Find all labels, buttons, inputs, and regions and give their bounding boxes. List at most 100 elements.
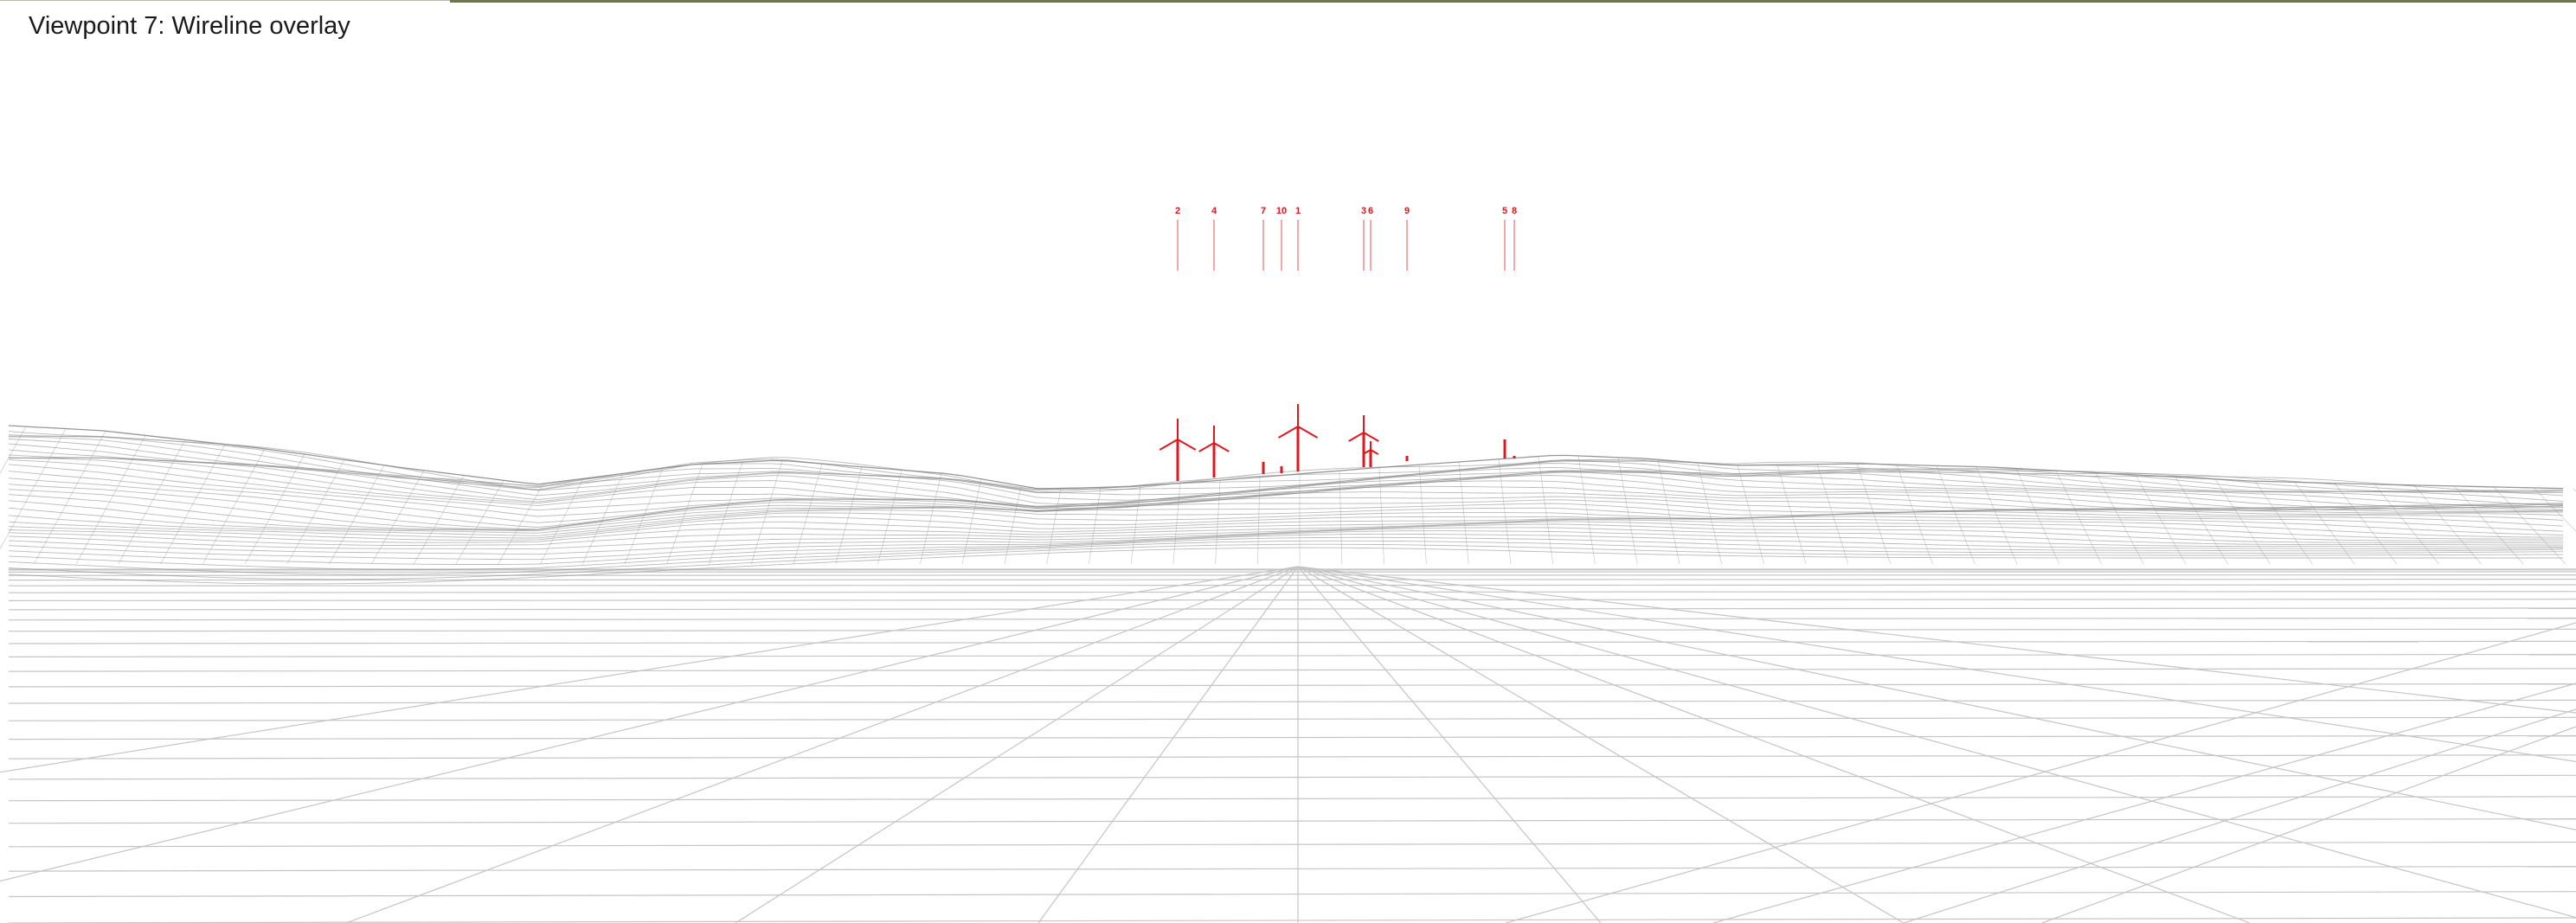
ground-grid-ray — [1297, 566, 2576, 762]
turbine-blade — [1177, 439, 1197, 451]
ground-grid-line — [8, 891, 2576, 898]
ground-grid-ray — [1297, 566, 2576, 714]
terrain-contour — [8, 533, 2564, 565]
terrain-mesh-line — [1498, 458, 1512, 565]
turbine-blade — [1370, 449, 1379, 455]
ground-grid-line — [8, 734, 2576, 740]
turbine-8: 8 — [1512, 206, 1517, 458]
terrain-contour — [8, 435, 2564, 492]
turbine-5: 5 — [1502, 206, 1507, 458]
turbine-9: 9 — [1404, 206, 1410, 461]
terrain-mesh-line — [2015, 468, 2060, 565]
photo-edge-strip — [450, 0, 2576, 3]
terrain-mesh-line — [835, 466, 863, 565]
terrain-mesh-line — [2175, 477, 2229, 565]
terrain-mesh-line — [540, 478, 584, 565]
terrain-contour — [8, 507, 2564, 534]
terrain-contour — [8, 459, 2564, 511]
terrain-contour — [8, 464, 2564, 517]
terrain-mesh-line — [75, 435, 146, 565]
ground-grid-line — [8, 668, 2576, 672]
turbine-blade — [1213, 442, 1230, 452]
terrain-mesh-line — [498, 483, 544, 565]
ground-grid-diagonal — [1712, 683, 2576, 923]
ground-grid-line — [8, 653, 2576, 658]
ground-grid-line — [8, 617, 2576, 621]
terrain-contour — [8, 443, 2564, 502]
ground-grid-ray — [1297, 566, 2576, 919]
turbine-label: 1 — [1295, 206, 1301, 216]
ground-grid-line — [8, 574, 2576, 576]
ground-grid-line — [8, 817, 2576, 824]
terrain-contour — [8, 454, 2564, 508]
terrain-mesh-line — [286, 459, 345, 565]
terrain-contour — [8, 500, 2564, 532]
terrain-mesh-line — [1657, 459, 1680, 565]
terrain-mesh-line — [2294, 482, 2355, 565]
turbine-3: 3 — [1348, 206, 1379, 467]
terrain-mesh-line — [750, 460, 783, 565]
ground-grid-ray — [735, 566, 1299, 923]
ground-grid-diagonal — [1903, 708, 2576, 923]
terrain-mesh-line — [1458, 461, 1469, 565]
terrain-mesh-line — [1215, 480, 1221, 565]
turbine-10: 10 — [1276, 206, 1287, 473]
terrain-contour — [8, 425, 2564, 490]
terrain-mesh-line — [2334, 483, 2398, 565]
turbine-1: 1 — [1277, 206, 1319, 471]
terrain-mesh-line — [709, 461, 743, 565]
turbine-label: 7 — [1261, 206, 1266, 216]
ground-grid-line — [8, 584, 2576, 586]
terrain-mesh-line — [0, 428, 67, 550]
terrain-mesh-line — [413, 475, 465, 565]
terrain-mesh-line — [33, 431, 106, 565]
turbine-label: 4 — [1211, 206, 1217, 216]
ground-grid-line — [8, 683, 2576, 688]
terrain-contour — [8, 478, 2564, 528]
terrain-contour — [8, 494, 2564, 530]
turbine-label: 3 — [1361, 206, 1366, 216]
terrain-mesh-line — [1130, 485, 1141, 565]
terrain-mesh-line — [244, 453, 305, 565]
ground-grid-ray — [1297, 566, 1905, 923]
ground-grid-ray — [1297, 566, 2576, 830]
ground-grid-ray — [345, 566, 1299, 923]
terrain-contour — [8, 536, 2564, 570]
terrain-contour — [8, 436, 2564, 492]
terrain-contour — [8, 521, 2564, 546]
terrain-mesh-line — [2374, 484, 2439, 565]
ground-grid-line — [8, 716, 2576, 721]
terrain-contour — [8, 527, 2563, 555]
terrain-mesh-line — [2214, 478, 2271, 565]
ground-grid-line — [8, 865, 2576, 872]
turbine-blade — [1363, 432, 1379, 442]
terrain-mesh-line — [666, 464, 703, 565]
terrain-mesh-line — [1538, 456, 1554, 565]
terrain-mesh-line — [1856, 463, 1892, 565]
terrain-mesh-line — [0, 426, 27, 474]
ground-grid-line — [8, 607, 2576, 611]
terrain-mesh-line — [1697, 462, 1723, 565]
terrain-mesh-line — [1896, 464, 1933, 565]
terrain-contour — [8, 523, 2564, 550]
terrain-contour — [8, 543, 2563, 580]
terrain-mesh-line — [961, 478, 982, 565]
terrain-mesh-line — [2493, 486, 2566, 565]
terrain-mesh-line — [329, 465, 385, 565]
turbine-label: 6 — [1368, 206, 1373, 216]
ground-grid-ray — [1297, 566, 1602, 923]
terrain-mesh-line — [1975, 466, 2018, 565]
terrain-mesh-line — [919, 472, 942, 565]
terrain-contour — [8, 516, 2564, 539]
ground-grid-line — [8, 774, 2576, 780]
terrain-mesh-line — [793, 463, 823, 565]
ground-grid-ray — [0, 566, 1299, 773]
terrain-contour — [8, 457, 2564, 509]
terrain-mesh-line — [2095, 472, 2144, 565]
ground-grid-line — [8, 591, 2576, 593]
terrain-mesh-line — [1776, 465, 1807, 565]
ground-grid-line — [8, 571, 2576, 574]
turbine-2: 2 — [1159, 206, 1197, 481]
terrain-mesh-line — [1046, 488, 1062, 565]
terrain-mesh-line — [1577, 455, 1596, 565]
